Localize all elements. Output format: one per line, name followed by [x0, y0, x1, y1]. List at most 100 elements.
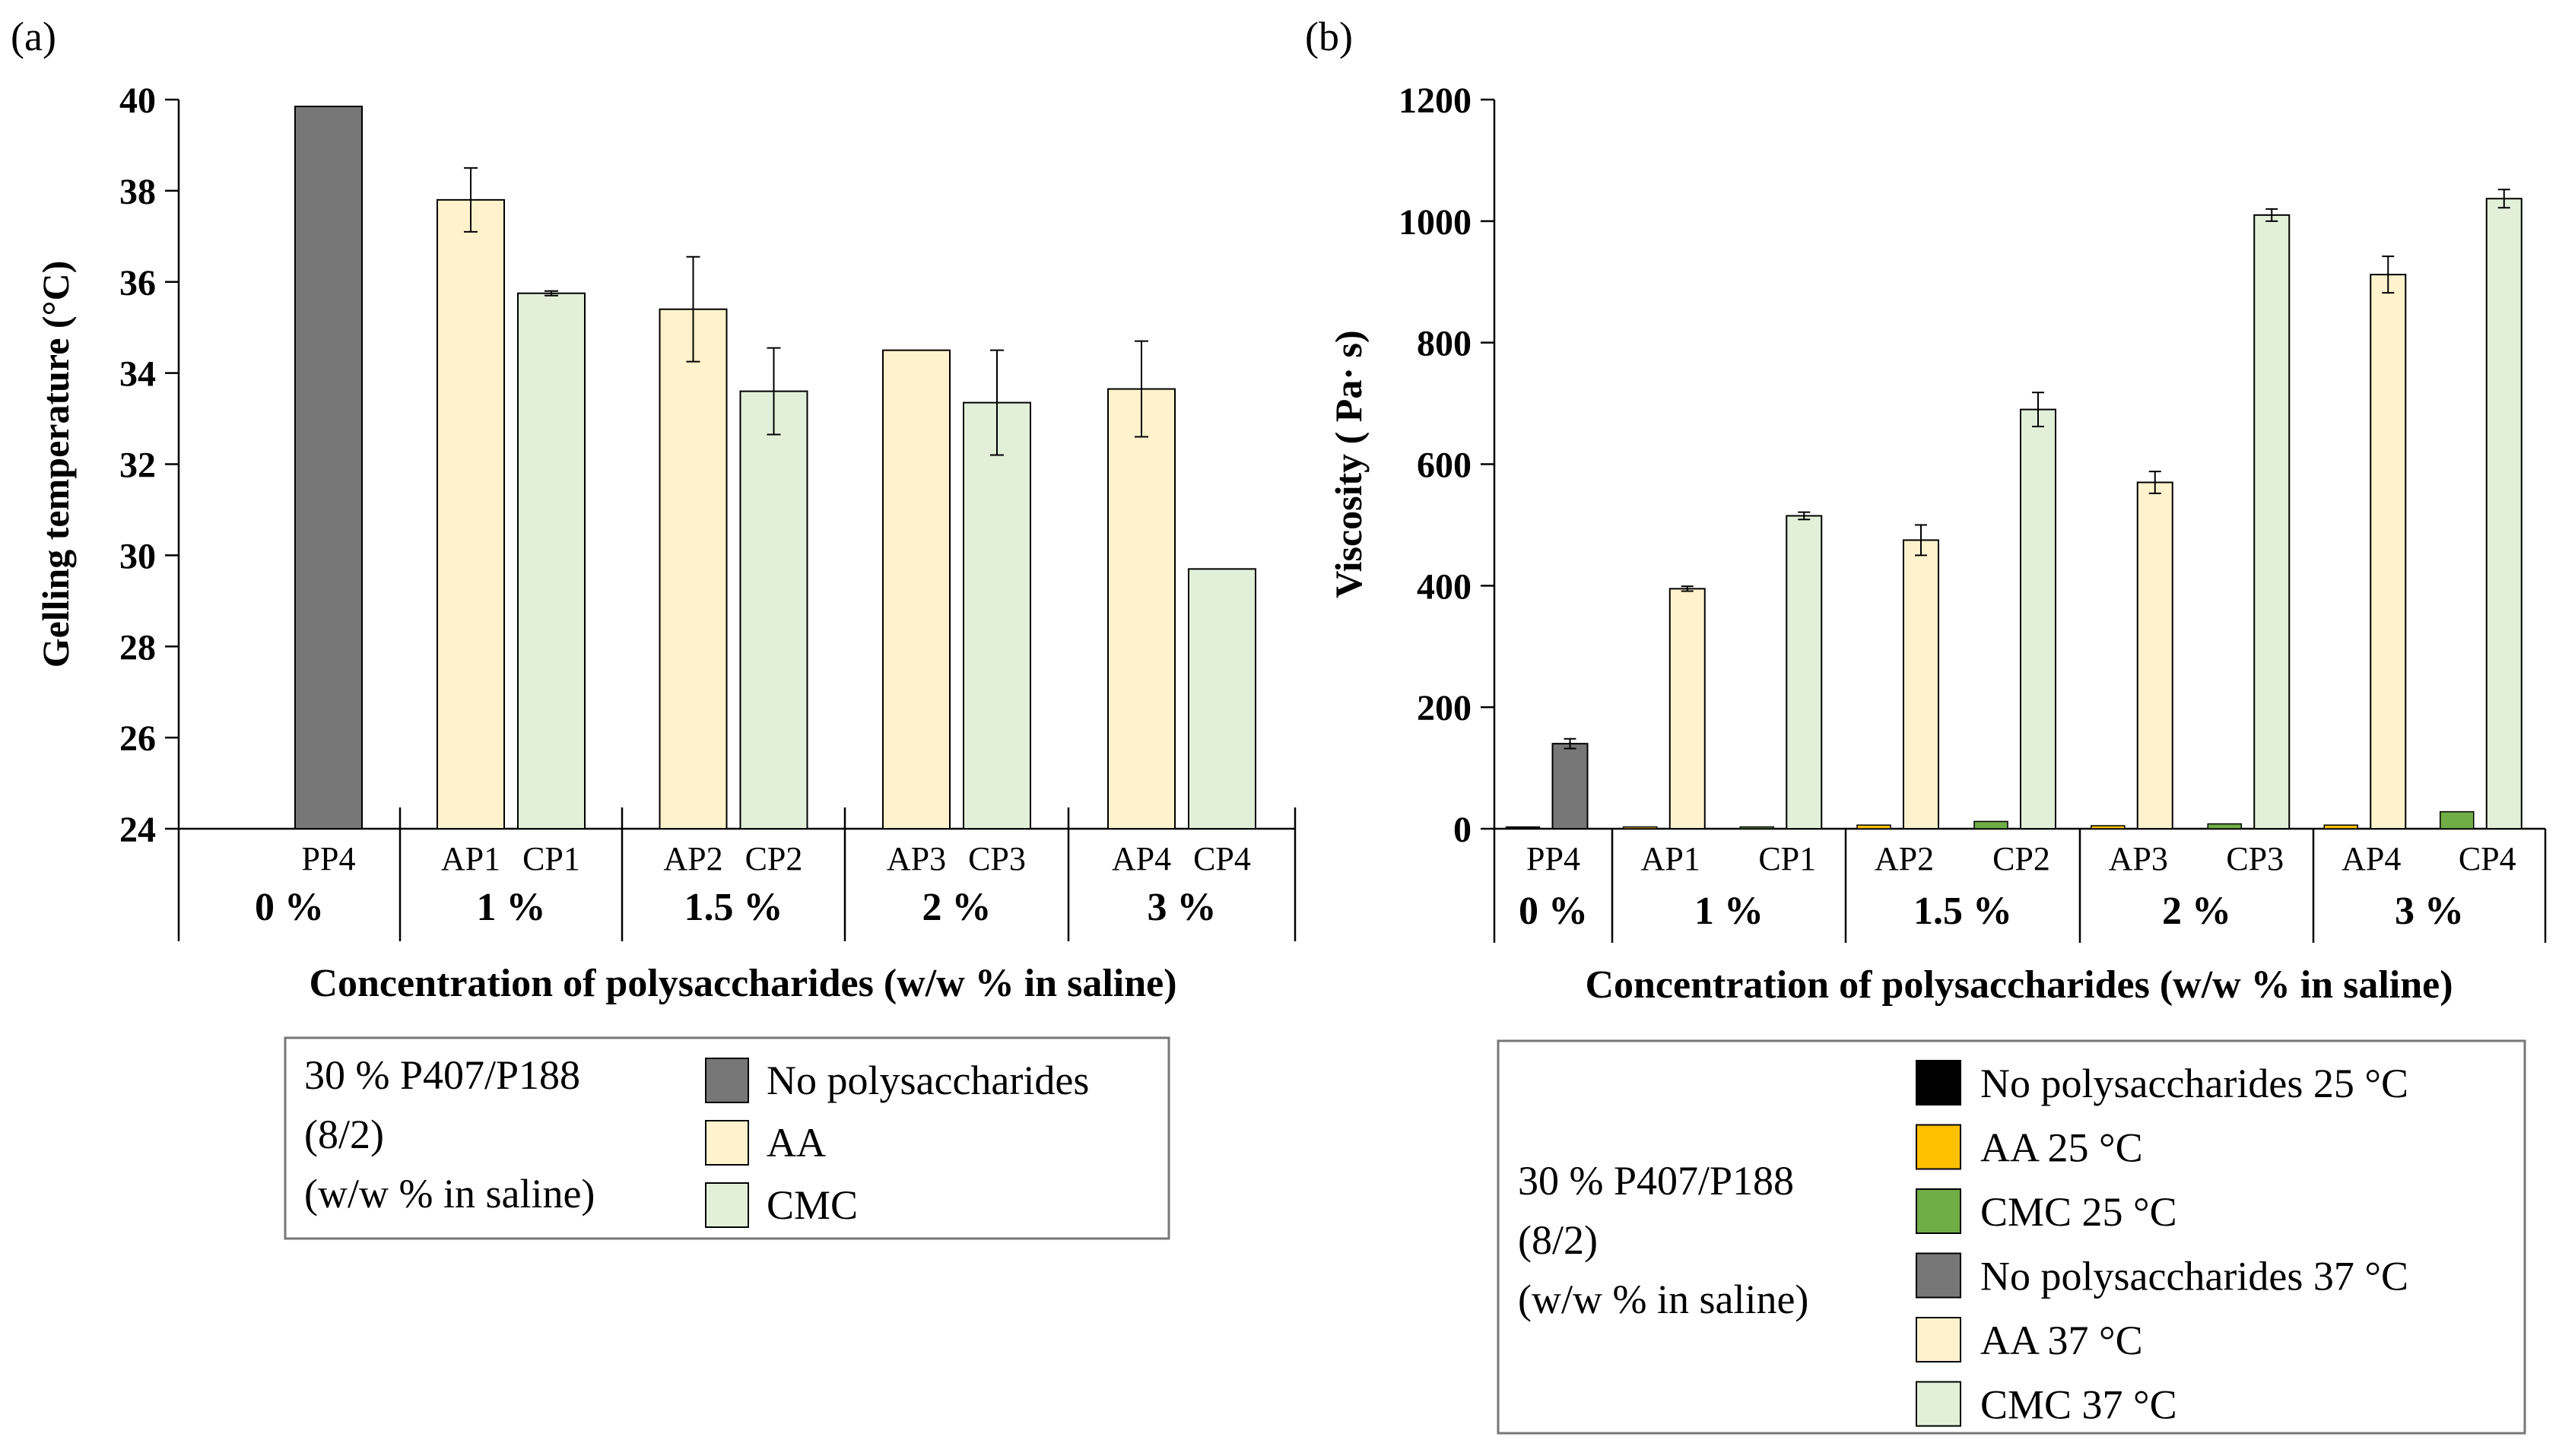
- b-bar-cp3-25c: [2207, 823, 2242, 830]
- b-legend-swatch-cmc-37-c: [1916, 1381, 1961, 1427]
- a-bar-ap4: [1107, 388, 1176, 830]
- b-bar-ap4-37c: [2370, 274, 2407, 830]
- b-ytick-label: 0: [1453, 810, 1472, 850]
- b-sample-label-cp3: CP3: [2226, 840, 2284, 877]
- b-bar-cp2-37c: [2020, 408, 2056, 830]
- b-legend-label-aa-25-c: AA 25 °C: [1980, 1125, 2143, 1171]
- a-legend-title-line: (w/w % in saline): [304, 1171, 595, 1217]
- a-group-label: 1 %: [477, 886, 546, 929]
- b-sample-label-cp4: CP4: [2459, 840, 2516, 877]
- b-legend-swatch-aa-37-c: [1916, 1317, 1961, 1362]
- a-ytick-label: 24: [119, 810, 156, 850]
- b-ytick-label: 200: [1417, 688, 1472, 728]
- b-legend-title-line: (w/w % in saline): [1518, 1277, 1808, 1322]
- a-legend-label-no-polysaccharides: No polysaccharides: [767, 1058, 1089, 1103]
- a-bar-cp1: [517, 292, 586, 830]
- a-group-label: 0 %: [255, 886, 324, 929]
- b-bar-ap1-37c: [1668, 588, 1706, 830]
- b-ytick-label: 600: [1417, 446, 1472, 486]
- a-sample-label-ap2: AP2: [663, 840, 722, 877]
- a-ytick-label: 40: [119, 81, 156, 121]
- b-bar-ap3-37c: [2136, 481, 2173, 830]
- b-legend-label-aa-37-c: AA 37 °C: [1980, 1318, 2143, 1363]
- b-ytick-label: 1200: [1399, 81, 1472, 121]
- b-legend-swatch-no-polysaccharides-37-c: [1916, 1252, 1961, 1299]
- a-sample-label-cp2: CP2: [745, 840, 803, 877]
- b-legend-title-line: 30 % P407/P188: [1518, 1158, 1794, 1204]
- b-group-label: 3 %: [2395, 890, 2464, 933]
- a-bar-cp4: [1188, 568, 1256, 830]
- b-bar-ap2-37c: [1903, 539, 1939, 830]
- b-ytick-label: 800: [1417, 324, 1472, 364]
- a-y-label: Gelling temperature (°C): [34, 261, 77, 668]
- a-bar-ap1: [437, 198, 505, 830]
- a-ytick-label: 38: [119, 172, 156, 212]
- a-ytick-label: 36: [119, 263, 156, 303]
- b-legend-swatch-cmc-25-c: [1916, 1188, 1961, 1234]
- panel-a-label: (a): [11, 14, 56, 59]
- a-ytick-label: 34: [119, 354, 156, 395]
- b-sample-label-cp2: CP2: [1992, 840, 2050, 877]
- a-legend-title-line: 30 % P407/P188: [304, 1052, 580, 1098]
- b-legend-title-line: (8/2): [1518, 1217, 1598, 1263]
- b-sample-label-pp4: PP4: [1526, 840, 1580, 877]
- a-group-label: 1.5 %: [684, 886, 783, 929]
- chart-a: 24 26 28 30 32 34 36 38 40 Gelling temperature (°…: [34, 81, 1297, 1240]
- a-bar-ap2: [659, 308, 728, 830]
- a-group-label: 3 %: [1148, 886, 1217, 929]
- b-group-label: 1 %: [1694, 890, 1764, 933]
- b-x-label: Concentration of polysaccharides (w/w % …: [1585, 963, 2453, 1007]
- b-legend-label-cmc-37-c: CMC 37 °C: [1980, 1382, 2177, 1428]
- b-legend-label-no-polysaccharides-37-c: No polysaccharides 37 °C: [1980, 1254, 2408, 1299]
- a-group-label: 2 %: [922, 886, 992, 929]
- b-legend-swatch-aa-25-c: [1916, 1124, 1961, 1170]
- b-legend-label-no-polysaccharides-25-c: No polysaccharides 25 °C: [1980, 1061, 2408, 1106]
- b-bar-cp3-37c: [2253, 214, 2291, 830]
- b-bar-cp4-25c: [2440, 810, 2475, 830]
- b-bar-pp4-37c: [1551, 743, 1589, 830]
- b-ytick-label: 1000: [1399, 202, 1472, 243]
- a-sample-label-ap3: AP3: [887, 840, 946, 877]
- a-bar-ap3: [882, 349, 951, 830]
- b-sample-label-cp1: CP1: [1758, 840, 1816, 877]
- b-group-label: 2 %: [2162, 890, 2231, 933]
- a-sample-label-cp1: CP1: [522, 840, 580, 877]
- a-ytick-label: 28: [119, 627, 156, 668]
- a-legend-label-aa: AA: [767, 1120, 826, 1166]
- b-sample-label-ap4: AP4: [2342, 840, 2401, 877]
- b-ytick-label: 400: [1417, 566, 1472, 607]
- a-sample-label-pp4: PP4: [302, 840, 356, 877]
- a-ytick-label: 32: [119, 446, 156, 486]
- a-bar-pp4: [294, 105, 363, 830]
- a-legend-swatch-no-polysaccharides: [705, 1058, 749, 1103]
- b-bar-ap4-25c: [2323, 824, 2358, 830]
- a-legend-label-cmc: CMC: [767, 1182, 858, 1228]
- a-bar-cp2: [739, 390, 808, 830]
- b-bar-ap1-25c: [1623, 826, 1658, 830]
- a-legend: 30 % P407/P188 (8/2) (w/w % in saline) No p…: [284, 1036, 1170, 1240]
- b-bar-cp2-25c: [1973, 820, 2008, 830]
- b-legend-label-cmc-25-c: CMC 25 °C: [1980, 1189, 2177, 1235]
- a-legend-swatch-cmc: [705, 1182, 749, 1228]
- b-bar-ap2-25c: [1856, 824, 1891, 830]
- b-legend: 30 % P407/P188 (8/2) (w/w % in saline) No p…: [1497, 1039, 2526, 1435]
- a-sample-label-ap4: AP4: [1112, 840, 1171, 877]
- b-sample-label-ap2: AP2: [1875, 840, 1934, 877]
- b-bar-cp4-37c: [2485, 198, 2522, 830]
- a-legend-swatch-aa: [705, 1120, 749, 1166]
- b-bar-ap3-25c: [2091, 825, 2126, 830]
- a-ytick-label: 30: [119, 536, 156, 576]
- b-bar-cp1-37c: [1786, 515, 1823, 830]
- a-ytick-label: 26: [119, 718, 156, 759]
- b-y-label: Viscosity ( Pa· s): [1327, 330, 1370, 598]
- a-legend-title-line: (8/2): [304, 1112, 384, 1157]
- b-sample-label-ap1: AP1: [1641, 840, 1700, 877]
- a-sample-label-cp4: CP4: [1193, 840, 1251, 877]
- panel-b-label: (b): [1305, 14, 1353, 59]
- b-sample-label-ap3: AP3: [2109, 840, 2168, 877]
- b-group-label: 0 %: [1519, 890, 1588, 933]
- b-legend-frame: [1497, 1039, 2526, 1435]
- chart-b: 0 200 400 600 800 1000 1200 Viscosity ( Pa· s) P…: [1327, 81, 2547, 1435]
- a-bar-cp3: [963, 401, 1031, 830]
